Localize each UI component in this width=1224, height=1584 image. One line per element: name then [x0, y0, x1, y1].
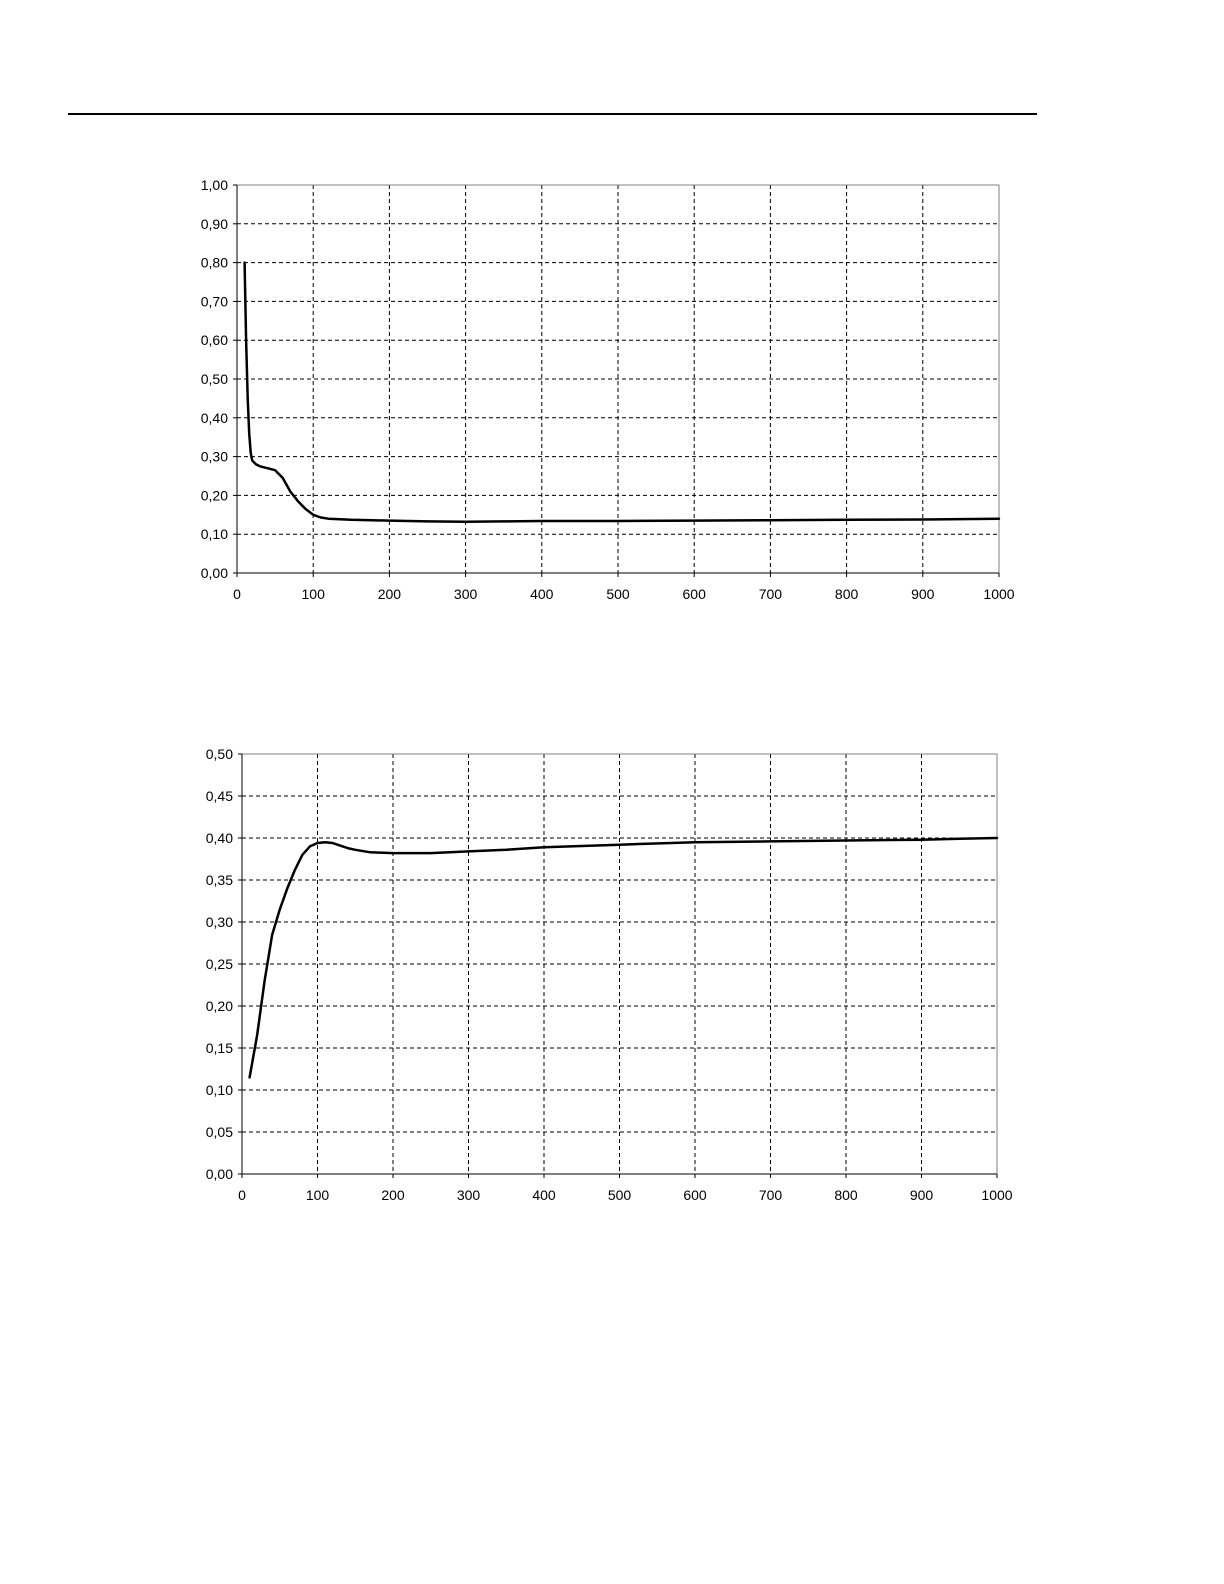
chart-2-y-tick-label: 0,45: [206, 788, 233, 804]
chart-1-y-tick-label: 0,60: [201, 332, 228, 348]
chart-1-x-tick-label: 900: [911, 586, 935, 602]
chart-1-x-tick-label: 1000: [983, 586, 1014, 602]
chart-2-x-tick-label: 800: [834, 1187, 858, 1203]
chart-1-x-tick-label: 100: [302, 586, 326, 602]
chart-1-y-tick-label: 0,80: [201, 255, 228, 271]
chart-2-x-tick-label: 200: [381, 1187, 405, 1203]
chart-1-x-tick-label: 600: [683, 586, 707, 602]
chart-1-y-tick-label: 0,30: [201, 449, 228, 465]
chart-2-y-tick-label: 0,05: [206, 1124, 233, 1140]
chart-2-x-tick-label: 900: [910, 1187, 934, 1203]
chart-2-y-tick-label: 0,25: [206, 956, 233, 972]
chart-1-y-tick-label: 0,00: [201, 565, 228, 581]
chart-1-x-tick-label: 500: [606, 586, 630, 602]
chart-1-x-tick-label: 0: [233, 586, 241, 602]
chart-1-x-tick-label: 700: [759, 586, 783, 602]
chart-2-x-tick-label: 300: [457, 1187, 481, 1203]
chart-2-y-tick-label: 0,20: [206, 998, 233, 1014]
chart-2-x-tick-label: 700: [759, 1187, 783, 1203]
chart-1-y-tick-label: 0,40: [201, 410, 228, 426]
chart-1-x-tick-label: 300: [454, 586, 478, 602]
chart-2-x-tick-label: 100: [306, 1187, 330, 1203]
chart-2-y-tick-label: 0,40: [206, 830, 233, 846]
chart-1-series-line-1: [243, 261, 1001, 524]
chart-1-y-tick-label: 1,00: [201, 177, 228, 193]
chart-1: 0 100 200 300 400 500 600 700 800 900 1000 0,00 0,10…: [201, 177, 1015, 602]
chart-2: 0 100 200 300 400 500 600 700 800 900 1000 0,00 0,05…: [206, 746, 1013, 1203]
chart-1-x-tick-label: 200: [378, 586, 402, 602]
chart-2-y-tick-label: 0,00: [206, 1166, 233, 1182]
chart-1-y-tick-label: 0,70: [201, 293, 228, 309]
chart-2-y-tick-label: 0,50: [206, 746, 233, 762]
chart-2-y-tick-label: 0,15: [206, 1040, 233, 1056]
chart-2-x-tick-label: 0: [238, 1187, 246, 1203]
chart-2-x-tick-label: 600: [683, 1187, 707, 1203]
chart-1-y-tick-label: 0,90: [201, 216, 228, 232]
chart-2-y-tick-label: 0,10: [206, 1082, 233, 1098]
chart-2-x-tick-label: 1000: [981, 1187, 1012, 1203]
top-horizontal-rule: [68, 113, 1037, 115]
chart-2-x-tick-label: 400: [532, 1187, 556, 1203]
chart-2-series-line-1: [248, 836, 999, 1079]
chart-2-y-tick-label: 0,35: [206, 872, 233, 888]
chart-2-y-tick-label: 0,30: [206, 914, 233, 930]
chart-1-x-tick-label: 400: [530, 586, 554, 602]
chart-1-y-tick-label: 0,10: [201, 526, 228, 542]
chart-1-y-tick-label: 0,50: [201, 371, 228, 387]
chart-1-x-tick-label: 800: [835, 586, 859, 602]
chart-2-x-tick-label: 500: [608, 1187, 632, 1203]
chart-1-y-tick-label: 0,20: [201, 487, 228, 503]
